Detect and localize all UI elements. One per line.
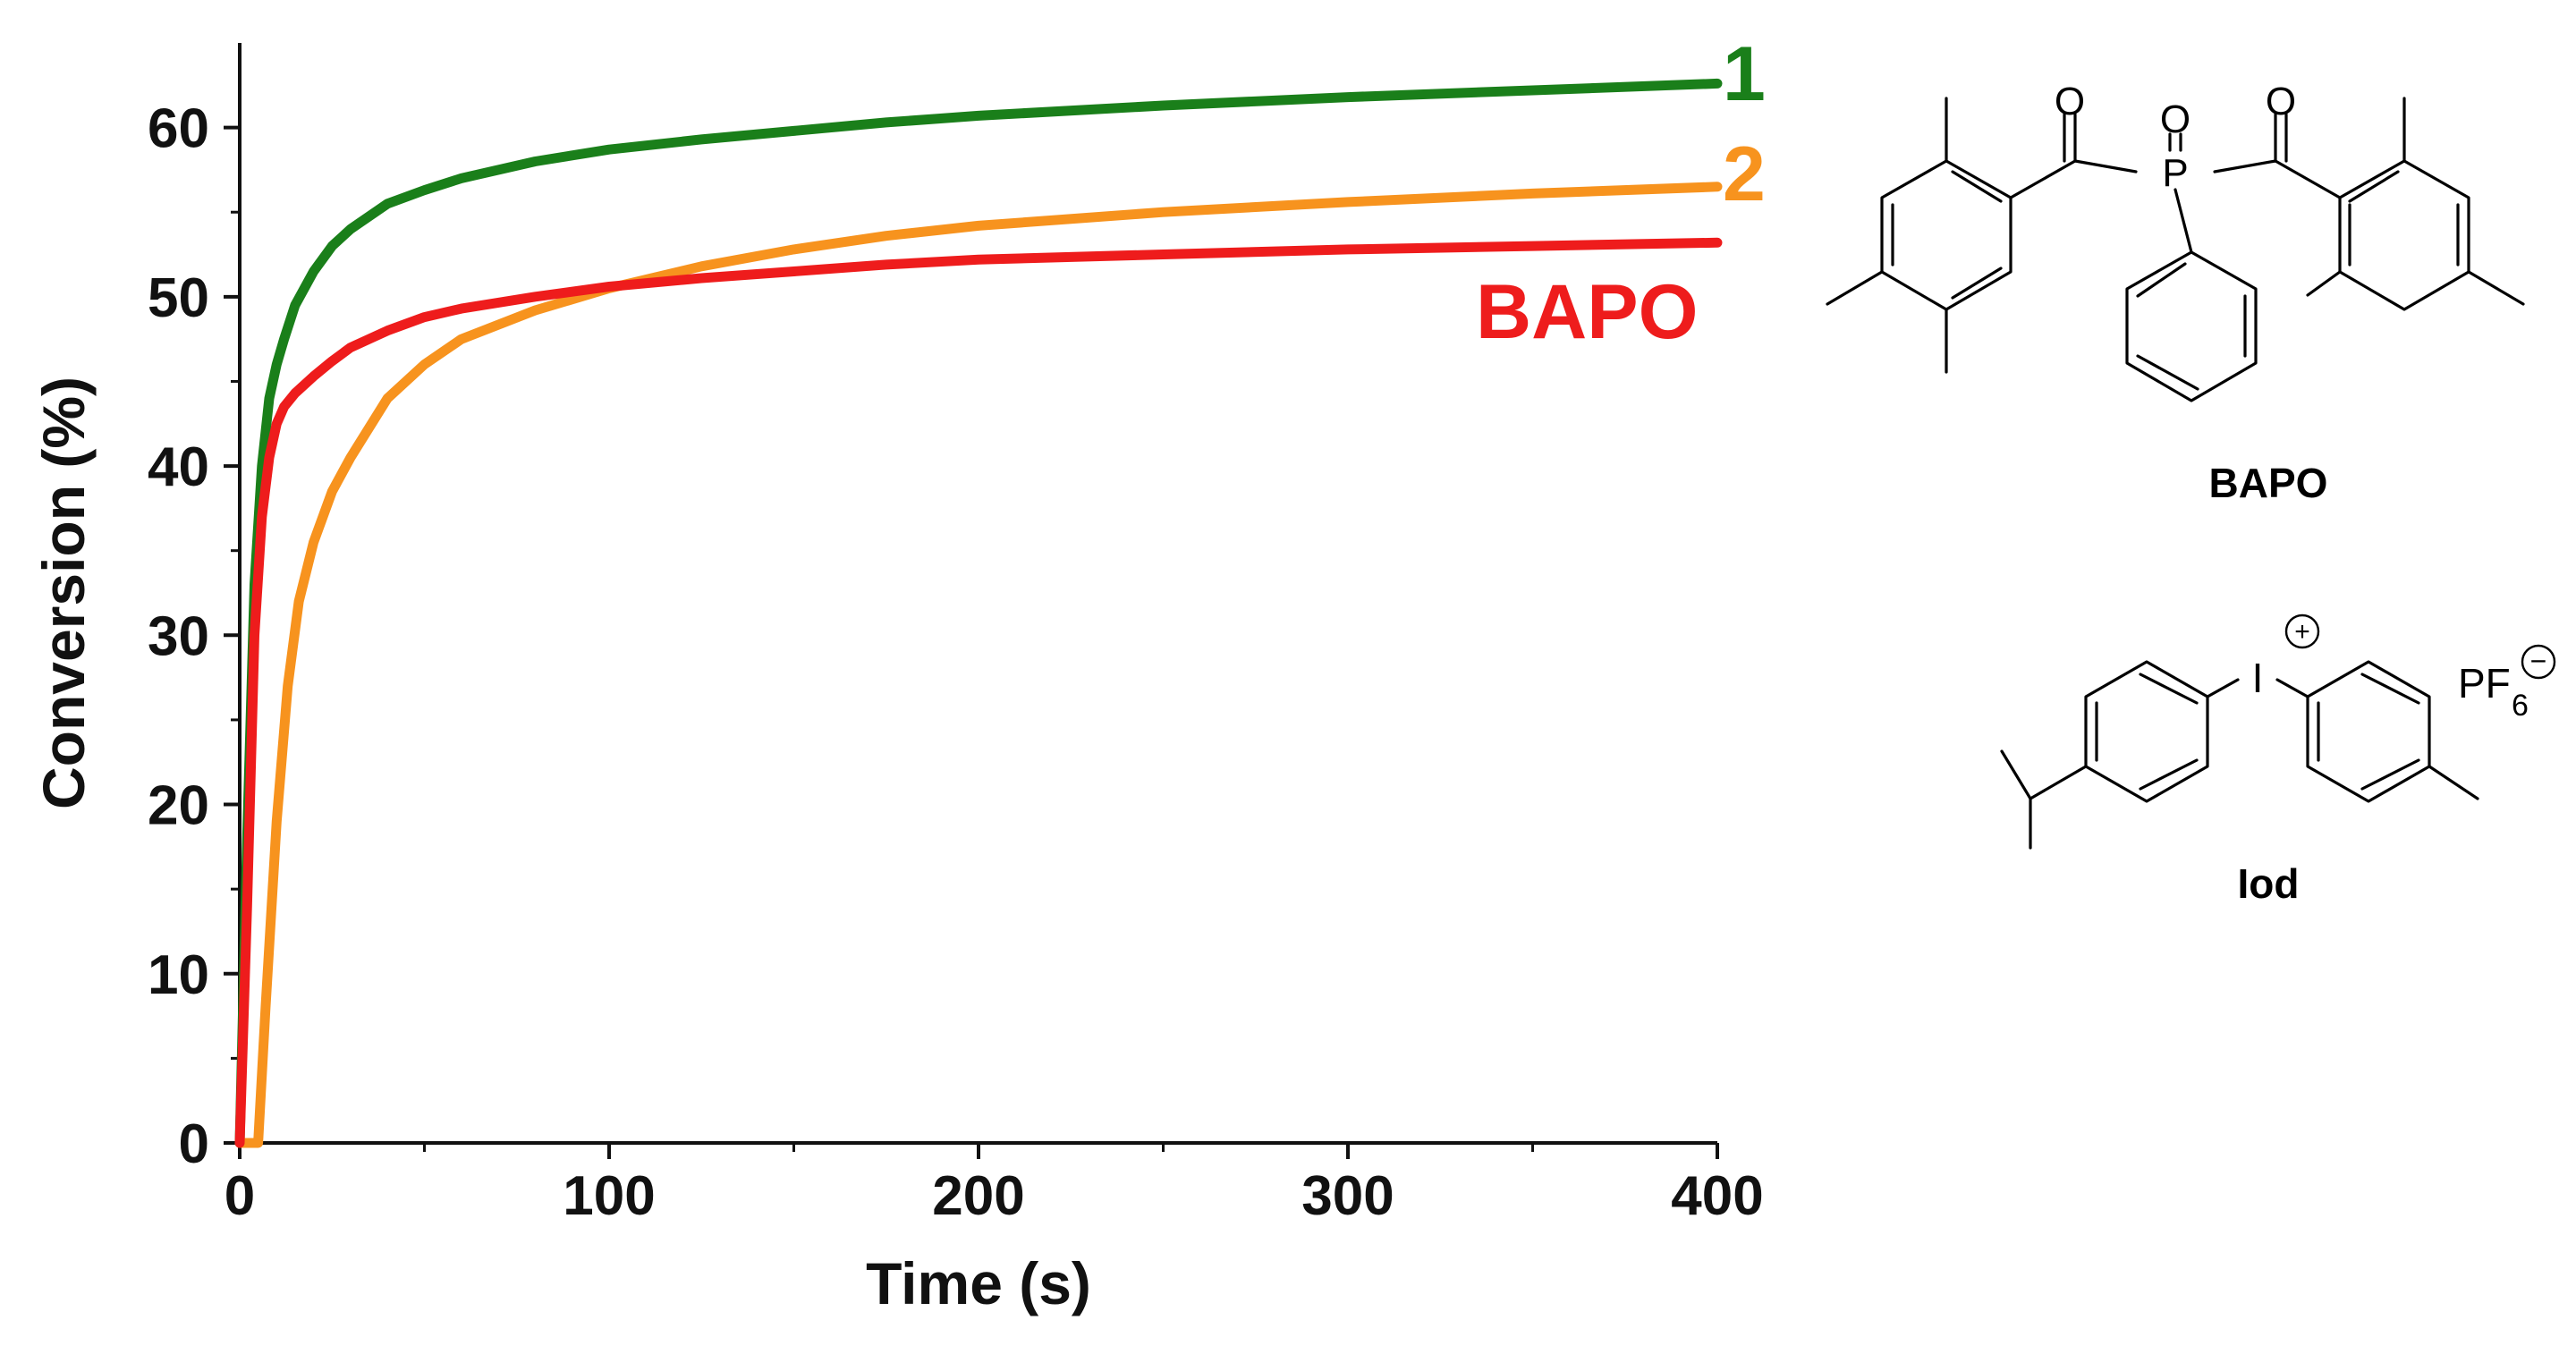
y-tick-label: 20 (148, 775, 209, 837)
series-lines (234, 78, 1723, 1148)
y-ticks: 0 10 20 30 40 50 60 (148, 98, 240, 1175)
iod-structure: I + PF 6 − Iod (2000, 614, 2556, 907)
iod-atom-iodine: I (2252, 655, 2264, 701)
series-label-bapo: BAPO (1476, 269, 1698, 355)
y-tick-label: 60 (148, 98, 209, 160)
y-tick-label: 40 (148, 436, 209, 498)
y-tick-label: 10 (148, 944, 209, 1006)
x-tick-label: 0 (225, 1165, 255, 1227)
x-axis-title: Time (s) (866, 1250, 1091, 1316)
bapo-atom-o-right: O (2266, 80, 2296, 123)
x-ticks: 0 100 200 300 400 (225, 1143, 1764, 1227)
bapo-atom-p: P (2162, 151, 2188, 195)
x-tick-label: 300 (1301, 1165, 1394, 1227)
bapo-right-ring (2338, 159, 2470, 311)
iod-compound-label: Iod (2238, 860, 2300, 907)
series-label-1: 1 (1723, 31, 1766, 117)
bapo-left-ring (1880, 159, 2012, 311)
iod-left-ring (2084, 660, 2209, 803)
series-line-bapo (234, 237, 1723, 1148)
y-tick-label: 30 (148, 605, 209, 667)
series-label-2: 2 (1723, 131, 1766, 217)
chart: 0 10 20 30 40 50 60 0 100 200 300 400 Time (s) Con… (30, 31, 1766, 1316)
x-tick-label: 200 (932, 1165, 1024, 1227)
x-tick-label: 400 (1671, 1165, 1763, 1227)
y-tick-label: 50 (148, 267, 209, 329)
x-tick-label: 100 (563, 1165, 655, 1227)
iod-counterion-subscript: 6 (2512, 689, 2529, 723)
bapo-atom-o-left: O (2055, 80, 2085, 123)
iod-charge-plus: + (2294, 617, 2310, 647)
series-line-1 (234, 78, 1723, 1148)
bapo-atom-o-center: O (2160, 97, 2190, 141)
bapo-phenyl-ring (2125, 250, 2258, 402)
y-axis-title: Conversion (%) (30, 377, 97, 809)
y-tick-label: 0 (179, 1113, 209, 1175)
iod-counterion-pf: PF (2458, 660, 2511, 707)
iod-right-ring (2306, 660, 2431, 803)
bapo-compound-label: BAPO (2209, 460, 2328, 506)
iod-charge-minus: − (2530, 645, 2547, 677)
bapo-structure: O O O P BAPO (1826, 80, 2525, 506)
series-line-2 (234, 182, 1723, 1148)
